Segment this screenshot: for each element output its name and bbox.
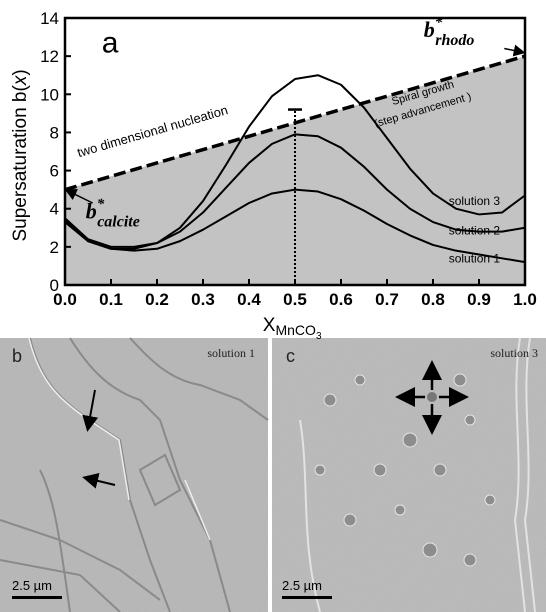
y-tick-label: 8 xyxy=(50,123,59,142)
x-title-sub: MnCO xyxy=(275,322,316,338)
series-line xyxy=(64,133,526,248)
chart-a: 0 2 4 6 8 10 12 14 0.0 0.1 0.2 0.3 0.4 0.5 0.6 0.7 0.8 0.… xyxy=(10,9,537,342)
symbol-label: b* rhodo xyxy=(424,15,475,49)
series-label: solution 3 xyxy=(449,194,501,208)
series-label: solution 1 xyxy=(449,251,501,265)
y-axis-title: Supersaturation b(x) xyxy=(10,69,31,241)
scale-bar-label: 2.5 µm xyxy=(12,578,52,593)
arrow xyxy=(504,44,526,57)
symbol-base: b xyxy=(86,198,97,223)
x-tick-label: 0.3 xyxy=(191,290,215,309)
y-tick-label: 6 xyxy=(50,162,59,181)
symbol-label: b* calcite xyxy=(86,196,140,230)
symbol-base: b xyxy=(424,17,435,42)
x-tick-label: 0.1 xyxy=(99,290,123,309)
y-tick-label: 10 xyxy=(40,85,59,104)
y-tick-label: 2 xyxy=(50,238,59,257)
x-tick-label: 0.0 xyxy=(53,290,77,309)
symbol-sup: * xyxy=(435,15,443,31)
panel-label: b xyxy=(12,346,22,366)
x-title-base: X xyxy=(263,315,276,336)
x-tick-label: 0.7 xyxy=(375,290,399,309)
x-tick-label: 0.9 xyxy=(467,290,491,309)
y-tick-label: 0 xyxy=(50,276,59,295)
panel-caption: solution 1 xyxy=(207,346,255,360)
series-line xyxy=(64,74,526,250)
panel-b: b solution 1 2.5 µm xyxy=(0,337,269,612)
y-title-close: ) xyxy=(10,69,31,75)
boundary-line xyxy=(64,54,526,192)
series-line xyxy=(64,188,526,264)
x-tick-label: 0.5 xyxy=(283,290,307,309)
x-tick-label: 1.0 xyxy=(513,290,537,309)
panel-label: c xyxy=(286,346,295,366)
y-tick-label: 14 xyxy=(40,9,59,28)
panel-c: c solution 3 2.5 µm xyxy=(272,337,546,612)
y-tick-label: 12 xyxy=(40,47,59,66)
x-tick-label: 0.8 xyxy=(421,290,445,309)
arrow xyxy=(64,189,93,204)
x-axis-title: XMnCO3 xyxy=(263,315,322,342)
symbol-sub: calcite xyxy=(97,213,140,230)
series-label: solution 2 xyxy=(449,224,501,238)
x-title-sub-digit: 3 xyxy=(316,331,322,342)
x-tick-label: 0.4 xyxy=(237,290,261,309)
panel-caption: solution 3 xyxy=(490,346,538,360)
panel-label: a xyxy=(102,26,119,59)
symbol-sub: rhodo xyxy=(435,32,474,49)
scale-bar-label: 2.5 µm xyxy=(282,578,322,593)
y-title-text: Supersaturation xyxy=(10,102,31,241)
y-title-var: b( xyxy=(10,85,31,103)
x-tick-label: 0.2 xyxy=(145,290,169,309)
y-tick-label: 4 xyxy=(50,200,59,219)
y-title-italic: x xyxy=(10,74,31,86)
symbol-sup: * xyxy=(97,196,105,212)
x-tick-label: 0.6 xyxy=(329,290,353,309)
